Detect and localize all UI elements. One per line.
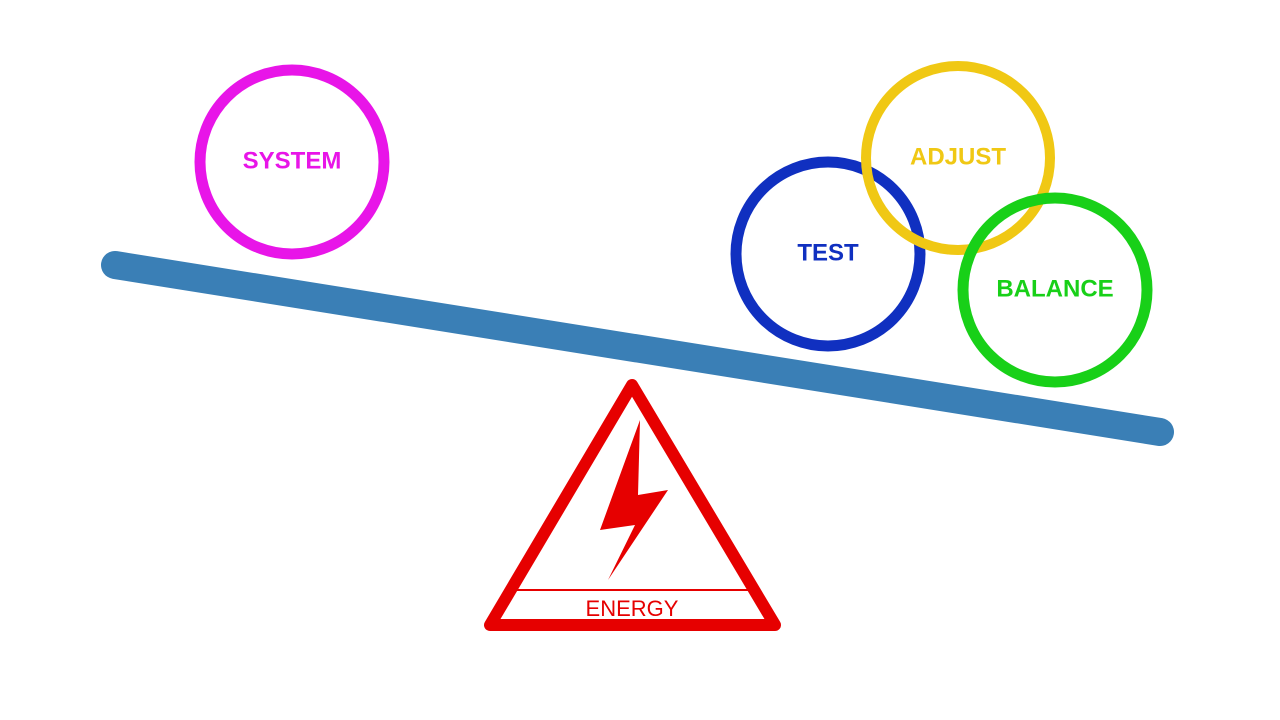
adjust-label: ADJUST (910, 143, 1006, 170)
adjust-circle: ADJUST (866, 66, 1050, 250)
system-label: SYSTEM (243, 147, 342, 174)
balance-diagram: ENERGY SYSTEM TEST ADJUST BALANCE (0, 0, 1280, 720)
fulcrum-label: ENERGY (586, 596, 679, 621)
test-circle: TEST (736, 162, 920, 346)
system-circle: SYSTEM (200, 70, 384, 254)
balance-label: BALANCE (996, 275, 1113, 302)
test-label: TEST (797, 239, 859, 266)
concept-circles: SYSTEM TEST ADJUST BALANCE (200, 66, 1147, 382)
lightning-bolt-icon (600, 420, 668, 580)
balance-circle: BALANCE (963, 198, 1147, 382)
